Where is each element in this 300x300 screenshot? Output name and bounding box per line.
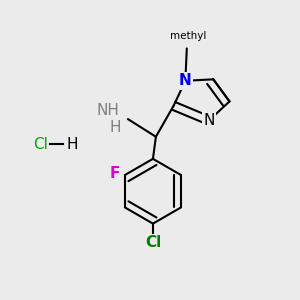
- Text: Cl: Cl: [145, 235, 161, 250]
- Text: methyl: methyl: [170, 31, 206, 41]
- Text: Cl: Cl: [34, 136, 49, 152]
- Text: H: H: [66, 136, 78, 152]
- Text: F: F: [110, 166, 120, 181]
- Text: N: N: [203, 113, 214, 128]
- Text: H: H: [109, 120, 121, 135]
- Text: N: N: [179, 73, 192, 88]
- Text: NH: NH: [96, 103, 119, 118]
